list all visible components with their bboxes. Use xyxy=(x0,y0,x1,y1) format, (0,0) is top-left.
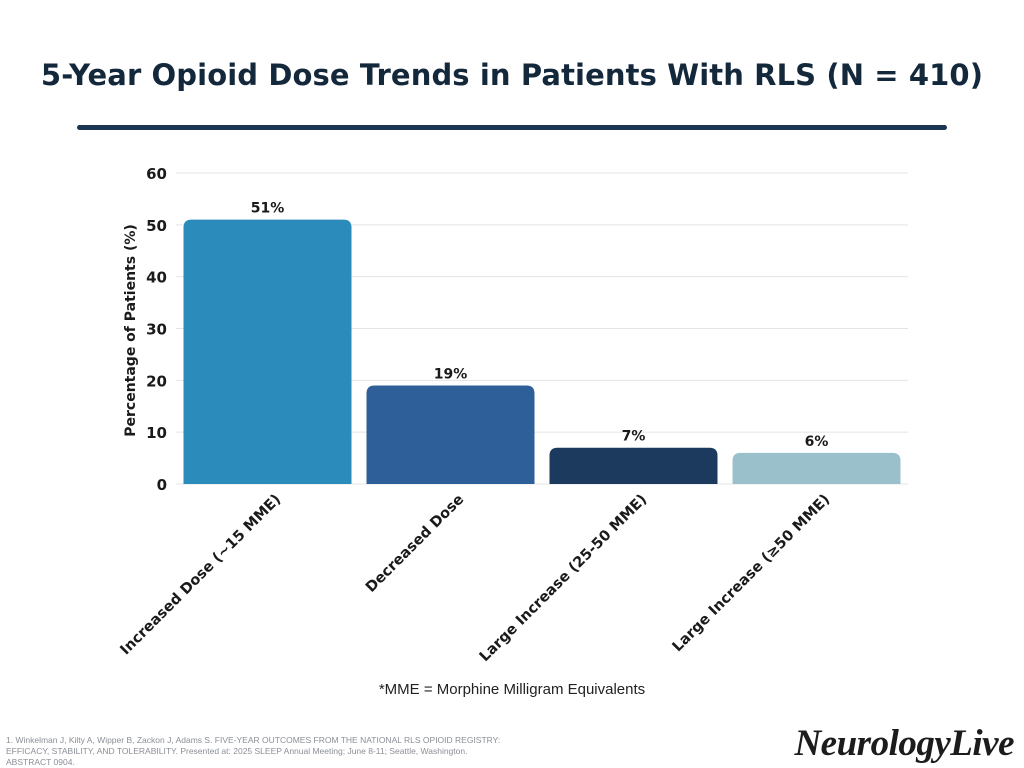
y-tick-label: 40 xyxy=(146,269,167,287)
data-label: 51% xyxy=(251,201,285,217)
x-tick-label: Large Increase (≥50 MME) xyxy=(670,492,834,656)
x-tick-label: Decreased Dose xyxy=(363,491,467,595)
bar xyxy=(549,447,718,484)
data-label: 19% xyxy=(434,367,468,383)
brand-logo: NeurologyLive xyxy=(794,723,1014,764)
y-axis-label: Percentage of Patients (%) xyxy=(123,224,139,437)
bar-chart: 0 10 20 30 40 50 60 Percentage of Patients (%) 5… xyxy=(118,165,908,666)
y-tick-label: 30 xyxy=(146,321,167,339)
y-tick-label: 20 xyxy=(146,372,167,390)
data-label: 6% xyxy=(805,434,829,450)
x-tick-label: Increased Dose (~15 MME) xyxy=(118,492,285,659)
y-tick-label: 60 xyxy=(146,165,167,183)
footnote: *MME = Morphine Milligram Equivalents xyxy=(378,681,646,698)
bar xyxy=(183,219,352,484)
chart-title: 5-Year Opioid Dose Trends in Patients Wi… xyxy=(40,58,984,92)
data-label: 7% xyxy=(622,429,646,445)
y-tick-label: 10 xyxy=(146,424,167,442)
reference-citation: 1. Winkelman J, Kilty A, Wipper B, Zacko… xyxy=(6,735,501,767)
y-tick-label: 0 xyxy=(157,476,167,494)
x-tick-label: Large Increase (25-50 MME) xyxy=(477,492,651,666)
bar xyxy=(366,385,535,484)
title-divider xyxy=(77,125,947,130)
bar xyxy=(732,452,901,484)
y-tick-label: 50 xyxy=(146,217,167,235)
